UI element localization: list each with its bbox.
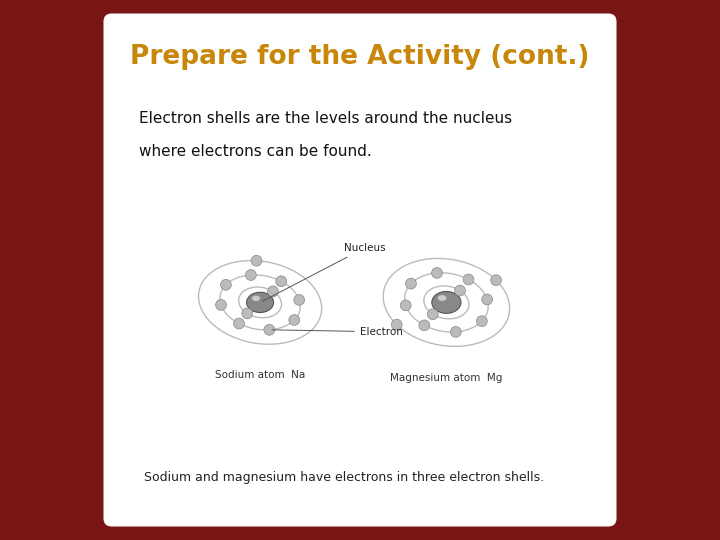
Text: Magnesium atom  Mg: Magnesium atom Mg	[390, 373, 503, 383]
Text: Prepare for the Activity (cont.): Prepare for the Activity (cont.)	[130, 44, 590, 70]
Circle shape	[482, 294, 492, 305]
Circle shape	[264, 325, 275, 335]
Ellipse shape	[432, 292, 461, 313]
Circle shape	[392, 319, 402, 330]
Circle shape	[428, 309, 438, 320]
Text: |◄: |◄	[544, 513, 559, 526]
Circle shape	[454, 285, 465, 296]
Circle shape	[215, 300, 226, 310]
Circle shape	[268, 286, 279, 297]
Text: Nucleus: Nucleus	[263, 243, 385, 301]
Circle shape	[251, 255, 262, 266]
Circle shape	[431, 267, 442, 278]
Circle shape	[289, 315, 300, 326]
Text: Sodium and magnesium have electrons in three electron shells.: Sodium and magnesium have electrons in t…	[144, 471, 544, 484]
Ellipse shape	[438, 295, 446, 301]
Circle shape	[233, 318, 244, 329]
Text: ◄: ◄	[574, 513, 583, 526]
Circle shape	[419, 320, 430, 330]
Text: Electron: Electron	[272, 327, 403, 337]
Circle shape	[451, 327, 462, 338]
Circle shape	[246, 269, 256, 280]
Circle shape	[490, 275, 501, 286]
Circle shape	[405, 278, 416, 289]
Circle shape	[463, 274, 474, 285]
Circle shape	[220, 279, 231, 290]
Text: Sodium atom  Na: Sodium atom Na	[215, 370, 305, 380]
Ellipse shape	[246, 292, 274, 313]
Circle shape	[400, 300, 411, 310]
Ellipse shape	[252, 296, 260, 301]
Text: ►: ►	[595, 513, 605, 526]
FancyBboxPatch shape	[104, 14, 616, 526]
Circle shape	[242, 308, 253, 319]
Text: Electron shells are the levels around the nucleus: Electron shells are the levels around th…	[138, 111, 512, 126]
Circle shape	[276, 276, 287, 287]
Text: where electrons can be found.: where electrons can be found.	[138, 144, 372, 159]
Circle shape	[477, 316, 487, 327]
Circle shape	[294, 294, 305, 305]
